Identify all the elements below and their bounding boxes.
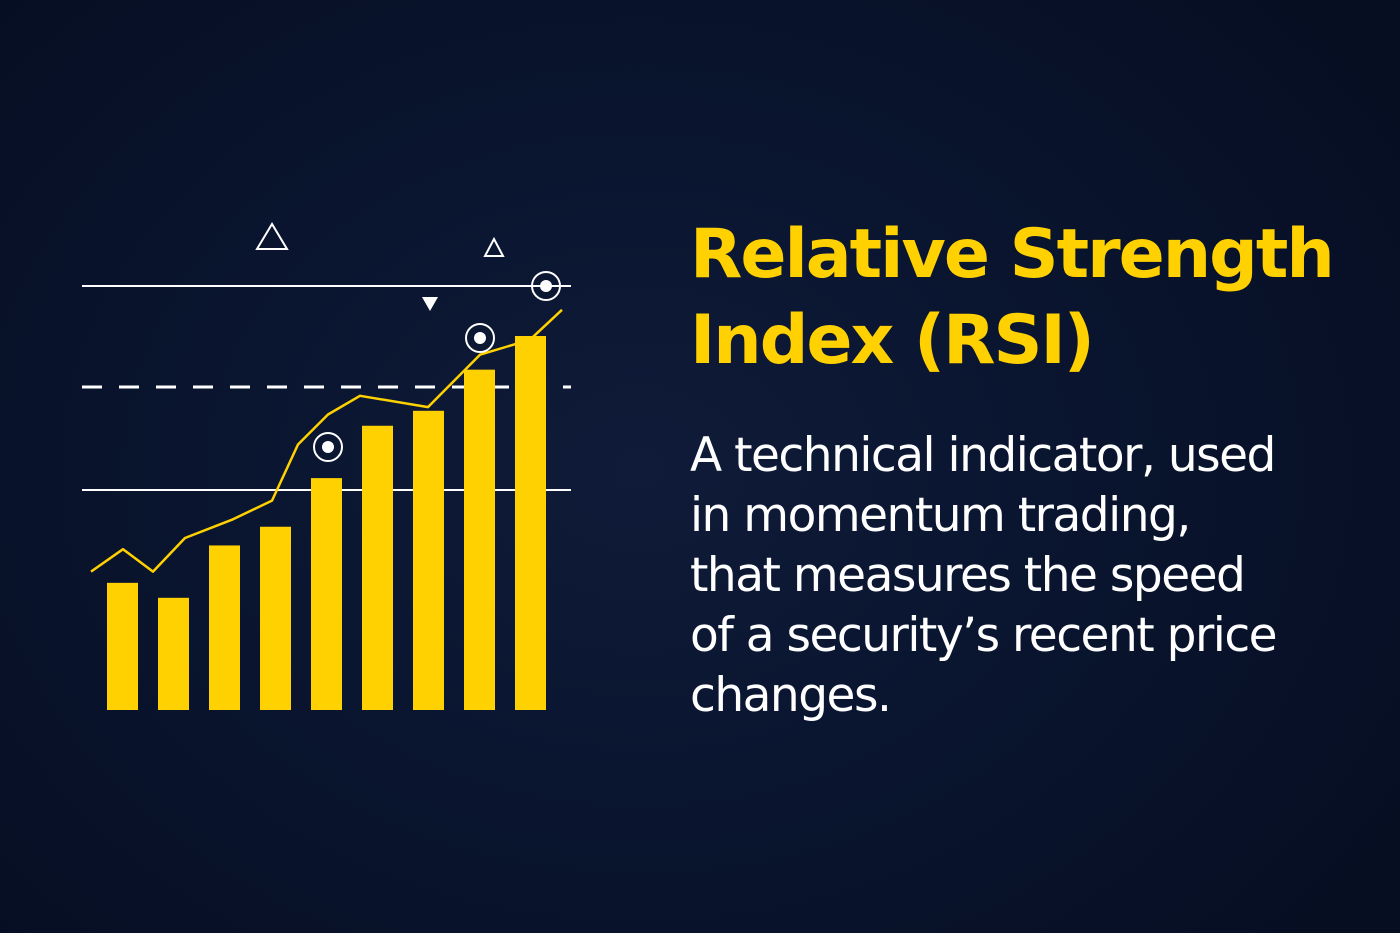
highlight-dot [540, 280, 552, 292]
description-line-2: in momentum trading, [690, 488, 1191, 543]
highlight-ring [531, 271, 561, 301]
bar [107, 582, 138, 710]
description-line-4: of a security’s recent price [690, 608, 1278, 663]
highlight-dot [474, 332, 486, 344]
bar [158, 597, 189, 710]
description: A technical indicator, used in momentum … [690, 426, 1380, 726]
description-line-3: that measures the speed [690, 548, 1246, 603]
bar [260, 526, 291, 710]
description-line-5: changes. [690, 668, 892, 723]
bar [413, 410, 444, 710]
bar [515, 336, 546, 710]
bar [362, 425, 393, 710]
highlight-ring [465, 323, 495, 353]
highlight-ring [313, 432, 343, 462]
triangle-up-outline-icon [255, 222, 289, 250]
page-title: Relative Strength Index (RSI) [690, 212, 1370, 384]
trend-group [90, 308, 563, 573]
triangle-up-outline-icon [483, 236, 505, 257]
bar [464, 369, 495, 710]
bar [209, 545, 240, 710]
bar [311, 478, 342, 710]
triangle-down-filled-icon [422, 297, 438, 311]
marker-group [313, 271, 561, 462]
title-line-1: Relative Strength [690, 215, 1335, 294]
title-line-2: Index (RSI) [690, 301, 1095, 380]
bar-group [107, 336, 546, 710]
rsi-illustration [90, 222, 563, 710]
description-line-1: A technical indicator, used [690, 428, 1276, 483]
trend-line [90, 308, 563, 573]
highlight-dot [322, 441, 334, 453]
